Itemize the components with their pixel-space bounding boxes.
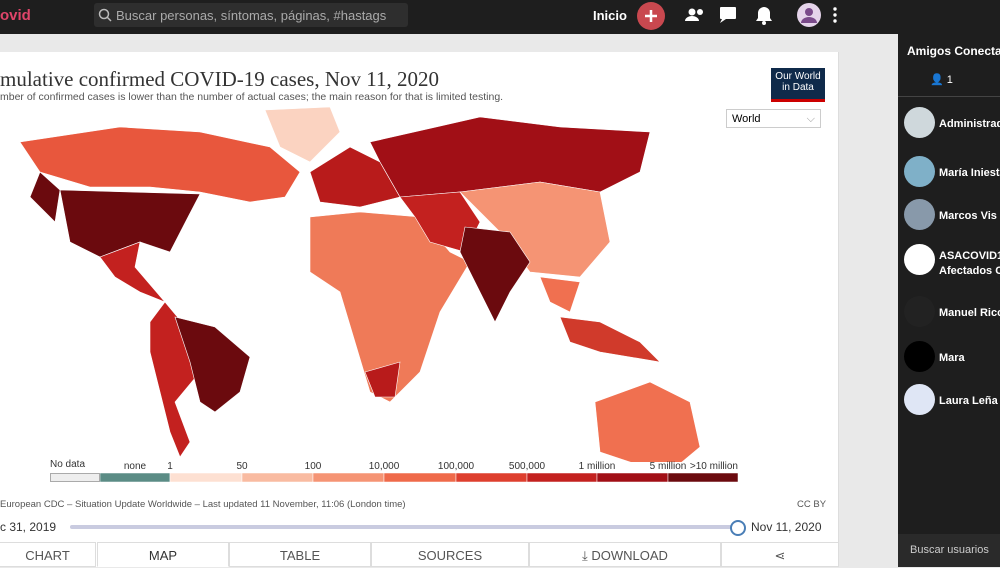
- owid-logo[interactable]: Our World in Data: [771, 68, 825, 102]
- legend-label: 1: [167, 461, 173, 472]
- friend-name: Mara: [939, 352, 965, 364]
- search-placeholder: Buscar personas, síntomas, páginas, #has…: [116, 8, 387, 23]
- tab[interactable]: CHART: [0, 542, 96, 567]
- legend-label: >10 million: [690, 461, 738, 472]
- legend-label: 1 million: [579, 461, 616, 472]
- region-select[interactable]: World ⌵: [726, 109, 821, 128]
- chart-title: mulative confirmed COVID-19 cases, Nov 1…: [0, 67, 439, 91]
- timeline-start: c 31, 2019: [0, 520, 57, 534]
- friend-entry[interactable]: ASACOVID19 Afectados C: [904, 244, 1000, 278]
- sidebar-title: Amigos Conectad: [907, 44, 1000, 58]
- tab-active[interactable]: MAP: [97, 542, 229, 567]
- source-note: European CDC – Situation Update Worldwid…: [0, 499, 406, 510]
- friend-name: María Iniesta: [939, 167, 1000, 179]
- legend-swatch: [383, 472, 457, 483]
- avatar: [904, 296, 935, 327]
- friend-entry[interactable]: María Iniesta: [904, 156, 1000, 190]
- legend-swatch: [526, 472, 598, 483]
- tab-label: DOWNLOAD: [591, 548, 668, 563]
- legend-label: 10,000: [369, 461, 400, 472]
- friend-name: Marcos Vis: [939, 210, 997, 222]
- share-tab[interactable]: ⋖: [721, 542, 839, 567]
- tab[interactable]: TABLE: [229, 542, 371, 567]
- search-icon: [98, 8, 112, 22]
- friend-entry[interactable]: Marcos Vis: [904, 199, 1000, 233]
- tab[interactable]: ⤓ DOWNLOAD: [529, 542, 721, 567]
- brand[interactable]: ovid: [0, 7, 31, 24]
- owid-chart: mulative confirmed COVID-19 cases, Nov 1…: [0, 52, 839, 567]
- legend-label: 50: [236, 461, 248, 472]
- avatar: [904, 341, 935, 372]
- avatar: [904, 199, 935, 230]
- sidebar: Amigos Conectad 👤 1 Administrad María Ini…: [898, 34, 1000, 567]
- logo-line: Our World: [775, 71, 821, 82]
- legend-swatch: [241, 472, 314, 483]
- top-bar: ovid Buscar personas, síntomas, páginas,…: [0, 0, 1000, 34]
- world-map: [19, 106, 701, 462]
- legend-label: 5 million: [650, 461, 687, 472]
- legend-swatch: [667, 472, 739, 483]
- legend-swatch: [455, 472, 528, 483]
- friend-name: Manuel Rico: [939, 307, 1000, 319]
- legend-label: none: [124, 461, 147, 472]
- legend-label: 500,000: [509, 461, 546, 472]
- search-box[interactable]: Buscar personas, síntomas, páginas, #has…: [94, 3, 408, 27]
- license[interactable]: CC BY: [797, 499, 827, 510]
- legend-label: 100,000: [438, 461, 475, 472]
- legend-swatch: [169, 472, 243, 483]
- friend-name: ASACOVID19: [939, 250, 1000, 262]
- legend-swatch: [312, 472, 385, 483]
- online-count: 👤 1: [930, 74, 953, 86]
- legend-label: 100: [305, 461, 322, 472]
- friend-entry[interactable]: Manuel Rico: [904, 296, 1000, 330]
- avatar: [904, 244, 935, 275]
- home-link[interactable]: Inicio: [593, 8, 627, 23]
- timeline-end: Nov 11, 2020: [751, 520, 822, 534]
- friend-entry[interactable]: Administrad: [904, 107, 1000, 141]
- friend-entry[interactable]: Laura Leña: [904, 384, 1000, 418]
- count: 1: [946, 74, 953, 86]
- region-value: World: [732, 113, 761, 125]
- avatar: [904, 107, 935, 138]
- tab[interactable]: SOURCES: [371, 542, 529, 567]
- friend-name: Laura Leña: [939, 395, 998, 407]
- friend-entry[interactable]: Mara: [904, 341, 1000, 375]
- timeline-handle[interactable]: [730, 520, 746, 536]
- legend-swatch: [596, 472, 669, 483]
- legend-no-data-swatch: [50, 473, 100, 482]
- legend: none 1 50 100 10,000 100,000 500,000 1 million 5…: [100, 461, 739, 483]
- friend-name: Afectados C: [939, 265, 1000, 277]
- chart-subtitle: mber of confirmed cases is lower than th…: [0, 91, 504, 103]
- avatar: [904, 156, 935, 187]
- friend-name: Administrad: [939, 118, 1000, 130]
- logo-line: in Data: [782, 82, 814, 93]
- user-search[interactable]: Buscar usuarios: [898, 534, 1000, 567]
- legend-no-data-label: No data: [50, 459, 86, 470]
- timeline-track[interactable]: [70, 525, 737, 529]
- avatar: [904, 384, 935, 415]
- top-icons: [637, 2, 837, 30]
- legend-swatch: [100, 472, 171, 483]
